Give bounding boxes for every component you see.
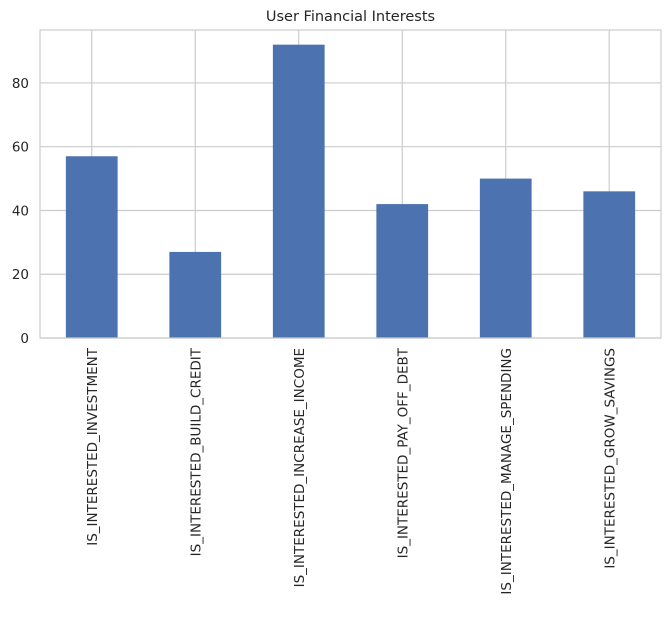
- bar: [583, 191, 636, 338]
- gridlines: [40, 30, 661, 339]
- x-tick-labels: IS_INTERESTED_INVESTMENT IS_INTERESTED_BU…: [85, 347, 619, 594]
- bar: [169, 251, 222, 338]
- bar: [272, 44, 325, 339]
- y-tick-label: 80: [12, 76, 29, 92]
- y-tick-label: 60: [12, 140, 29, 156]
- bar: [65, 156, 118, 338]
- y-tick-label: 40: [12, 203, 29, 219]
- chart-title: User Financial Interests: [266, 9, 435, 25]
- x-tick-label: IS_INTERESTED_PAY_OFF_DEBT: [395, 347, 411, 558]
- bar: [479, 178, 532, 338]
- bars: [65, 44, 636, 339]
- x-tick-label: IS_INTERESTED_BUILD_CREDIT: [188, 347, 204, 556]
- y-tick-label: 20: [12, 267, 29, 283]
- x-tick-label: IS_INTERESTED_INCREASE_INCOME: [292, 348, 308, 587]
- x-tick-label: IS_INTERESTED_GROW_SAVINGS: [602, 348, 618, 569]
- x-tick-label: IS_INTERESTED_INVESTMENT: [85, 347, 101, 545]
- y-tick-labels: 0 20 40 60 80: [12, 76, 29, 347]
- axes-frame: [39, 29, 662, 339]
- bar: [376, 204, 429, 338]
- x-tick-label: IS_INTERESTED_MANAGE_SPENDING: [499, 348, 515, 595]
- y-tick-label: 0: [20, 331, 29, 347]
